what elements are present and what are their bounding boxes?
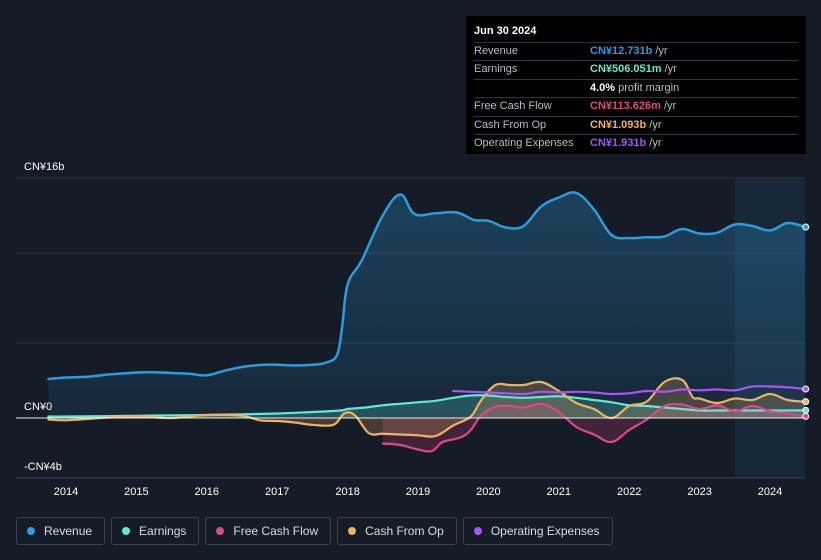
- x-tick-label: 2021: [547, 486, 571, 498]
- tooltip-label: Cash From Op: [474, 118, 547, 131]
- legend-label: Operating Expenses: [490, 524, 600, 538]
- legend-item-operating-expenses[interactable]: Operating Expenses: [462, 517, 613, 545]
- legend-label: Revenue: [44, 524, 93, 538]
- legend-label: Cash From Op: [365, 524, 444, 538]
- x-tick-label: 2016: [195, 486, 219, 498]
- tooltip-date: Jun 30 2024: [474, 24, 798, 43]
- tooltip-value: CN¥12.731b: [590, 45, 653, 57]
- tooltip-label: Earnings: [474, 63, 518, 76]
- x-tick-label: 2022: [617, 486, 641, 498]
- tooltip-value: CN¥1.931b: [590, 136, 647, 149]
- series-line-free-cash-flow: [381, 402, 807, 453]
- legend-dot-icon: [473, 527, 482, 535]
- legend-dot-icon: [348, 527, 357, 535]
- tooltip-unit: profit margin: [618, 81, 680, 94]
- tooltip-label: Free Cash Flow: [474, 100, 552, 113]
- tooltip-label: [474, 80, 590, 97]
- tooltip-row: Free Cash Flow CN¥113.626m /yr: [474, 98, 798, 117]
- legend-dot-icon: [27, 527, 35, 535]
- y-label-zero: CN¥0: [24, 401, 52, 413]
- legend-item-cash-from-op[interactable]: Cash From Op: [337, 517, 457, 545]
- series-end-point-revenue: [802, 223, 810, 231]
- legend-item-revenue[interactable]: Revenue: [16, 517, 106, 545]
- x-tick-label: 2023: [687, 486, 711, 498]
- legend-dot-icon: [216, 527, 225, 535]
- tooltip-value: CN¥506.051m: [590, 63, 662, 76]
- tooltip-value: CN¥1.093b: [590, 118, 647, 131]
- series-area-revenue: [48, 192, 806, 418]
- x-tick-label: 2019: [406, 486, 430, 498]
- tooltip-label: Revenue: [474, 45, 519, 57]
- series-end-point-cash-from-op: [802, 398, 810, 406]
- y-label-top: CN¥16b: [24, 161, 64, 173]
- tooltip-value: 4.0%: [590, 81, 616, 94]
- tooltip-unit: /yr: [649, 118, 662, 131]
- tooltip-row: Earnings CN¥506.051m /yr: [474, 61, 798, 80]
- tooltip-value: CN¥113.626m: [590, 100, 661, 113]
- legend-label: Free Cash Flow: [233, 524, 319, 538]
- x-tick-label: 2020: [476, 486, 500, 498]
- series-line-revenue: [47, 191, 807, 381]
- legend: Revenue Earnings Free Cash Flow Cash Fro…: [16, 517, 613, 545]
- legend-item-free-cash-flow[interactable]: Free Cash Flow: [205, 517, 332, 545]
- series-lines: [47, 191, 807, 453]
- x-tick-label: 2017: [265, 486, 289, 498]
- tooltip-row: Revenue CN¥12.731b /yr: [474, 43, 798, 62]
- tooltip-label: Operating Expenses: [474, 136, 574, 149]
- tooltip-row: Cash From Op CN¥1.093b /yr: [474, 117, 798, 135]
- legend-item-earnings[interactable]: Earnings: [111, 517, 200, 545]
- tooltip-unit: /yr: [664, 63, 677, 76]
- series-area-earnings: [48, 395, 806, 418]
- series-end-point-earnings: [802, 406, 810, 414]
- x-tick-label: 2024: [758, 486, 782, 498]
- legend-dot-icon: [122, 527, 131, 535]
- tooltip-panel: Jun 30 2024 Revenue CN¥12.731b /yr Earni…: [466, 16, 806, 154]
- x-tick-label: 2018: [335, 486, 359, 498]
- tooltip-unit: /yr: [655, 45, 668, 57]
- series-line-cash-from-op: [47, 377, 807, 438]
- series-line-operating-expenses: [452, 385, 807, 396]
- tooltip-row: 4.0% profit margin: [474, 80, 798, 99]
- x-tick-label: 2014: [54, 486, 78, 498]
- tooltip-unit: /yr: [663, 100, 677, 113]
- tooltip-row: Operating Expenses CN¥1.931b /yr: [474, 135, 798, 152]
- x-tick-labels: 2014 2015 2016 2017 2018 2019 2020 2021 2022 2023…: [54, 486, 782, 498]
- tooltip-unit: /yr: [649, 136, 662, 149]
- y-label-bottom: -CN¥4b: [24, 461, 62, 473]
- series-area-free-cash-flow: [382, 403, 806, 452]
- x-tick-label: 2015: [124, 486, 148, 498]
- legend-label: Earnings: [139, 524, 187, 538]
- series-end-point-operating-expenses: [802, 385, 810, 393]
